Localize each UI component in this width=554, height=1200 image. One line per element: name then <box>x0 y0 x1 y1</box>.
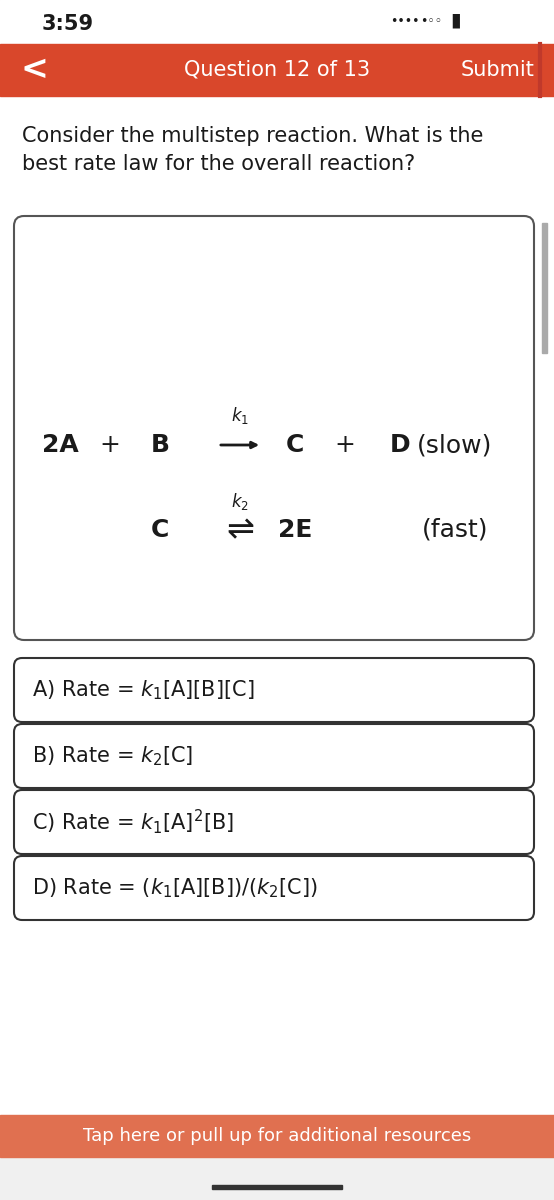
Text: B) Rate = $k_2$[C]: B) Rate = $k_2$[C] <box>32 744 193 768</box>
Text: ••••: •••• <box>390 16 419 29</box>
Text: ▮: ▮ <box>450 11 461 30</box>
Text: Tap here or pull up for additional resources: Tap here or pull up for additional resou… <box>83 1127 471 1145</box>
Text: <: < <box>20 54 48 86</box>
Text: A) Rate = $k_1$[A][B][C]: A) Rate = $k_1$[A][B][C] <box>32 678 254 702</box>
FancyBboxPatch shape <box>14 856 534 920</box>
Text: D) Rate = ($k_1$[A][B])/($k_2$[C]): D) Rate = ($k_1$[A][B])/($k_2$[C]) <box>32 876 318 900</box>
Bar <box>0 1157 554 1200</box>
Text: 3:59: 3:59 <box>42 14 94 34</box>
Text: best rate law for the overall reaction?: best rate law for the overall reaction? <box>22 154 416 174</box>
Text: Question 12 of 13: Question 12 of 13 <box>184 60 370 80</box>
Text: 2A: 2A <box>42 433 78 457</box>
Text: $k_2$: $k_2$ <box>231 492 249 512</box>
Text: B: B <box>151 433 170 457</box>
Bar <box>0 1115 554 1157</box>
Text: C: C <box>286 433 304 457</box>
FancyBboxPatch shape <box>14 658 534 722</box>
Bar <box>0 0 554 44</box>
Text: •◦◦: •◦◦ <box>420 16 442 29</box>
Text: $k_1$: $k_1$ <box>231 404 249 426</box>
FancyBboxPatch shape <box>14 724 534 788</box>
Text: C) Rate = $k_1$[A]$^2$[B]: C) Rate = $k_1$[A]$^2$[B] <box>32 808 234 836</box>
Text: (slow): (slow) <box>417 433 493 457</box>
Bar <box>0 96 554 1115</box>
Bar <box>212 1186 342 1189</box>
Bar <box>542 223 547 353</box>
Text: (fast): (fast) <box>422 518 488 542</box>
Text: 2E: 2E <box>278 518 312 542</box>
Text: ⇌: ⇌ <box>226 514 254 546</box>
Text: Submit: Submit <box>460 60 534 80</box>
Text: C: C <box>151 518 169 542</box>
FancyBboxPatch shape <box>14 790 534 854</box>
Text: D: D <box>389 433 411 457</box>
Text: +: + <box>100 433 120 457</box>
Text: +: + <box>335 433 356 457</box>
FancyBboxPatch shape <box>14 216 534 640</box>
Bar <box>0 44 554 96</box>
Text: Consider the multistep reaction. What is the: Consider the multistep reaction. What is… <box>22 126 484 146</box>
